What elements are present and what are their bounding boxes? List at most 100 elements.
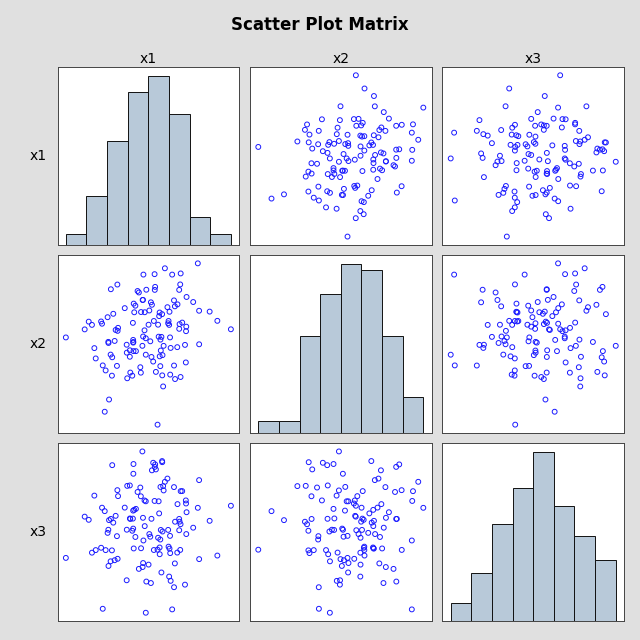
Point <box>474 115 484 125</box>
Point <box>378 148 388 159</box>
Point <box>127 371 138 381</box>
Point <box>324 137 335 147</box>
Point <box>511 307 522 317</box>
Point <box>314 604 324 614</box>
Point <box>97 319 107 329</box>
Point <box>312 483 322 493</box>
Point <box>342 531 353 541</box>
Point <box>343 138 353 148</box>
Point <box>575 172 586 182</box>
Point <box>180 340 190 350</box>
Bar <box>513 488 533 621</box>
Point <box>91 353 101 364</box>
Point <box>102 312 113 323</box>
Point <box>560 145 570 155</box>
Point <box>344 558 354 568</box>
Point <box>547 311 557 321</box>
Point <box>188 297 198 307</box>
Point <box>552 163 562 173</box>
Point <box>541 209 551 220</box>
Point <box>338 525 348 535</box>
Point <box>541 188 552 198</box>
Point <box>550 193 560 204</box>
Point <box>300 125 310 135</box>
Point <box>541 148 552 158</box>
Point <box>163 541 173 552</box>
Point <box>372 502 383 513</box>
Point <box>370 150 380 160</box>
Point <box>368 164 378 175</box>
Point <box>545 183 555 193</box>
Point <box>548 113 559 124</box>
Point <box>526 305 536 316</box>
Point <box>355 559 365 570</box>
Point <box>109 555 120 565</box>
Point <box>172 300 182 310</box>
Point <box>351 511 361 522</box>
Point <box>125 367 136 378</box>
Point <box>324 154 335 164</box>
Point <box>570 119 580 129</box>
Point <box>553 258 563 268</box>
Point <box>153 532 163 543</box>
Point <box>340 482 350 492</box>
Point <box>164 307 175 317</box>
Point <box>156 567 166 577</box>
Point <box>497 156 507 166</box>
Point <box>450 195 460 205</box>
Point <box>132 286 143 296</box>
Point <box>325 188 335 198</box>
Point <box>595 285 605 295</box>
Point <box>575 373 586 383</box>
Point <box>339 555 349 565</box>
Point <box>313 534 323 545</box>
Point <box>181 292 191 302</box>
Point <box>376 122 387 132</box>
Point <box>122 525 132 535</box>
Point <box>113 323 123 333</box>
Bar <box>128 92 148 244</box>
Point <box>611 340 621 351</box>
Point <box>308 545 319 556</box>
Point <box>478 343 488 353</box>
Point <box>388 564 399 574</box>
Point <box>177 317 188 328</box>
Point <box>555 70 565 81</box>
Point <box>493 190 504 200</box>
Point <box>561 357 571 367</box>
Point <box>379 107 389 117</box>
Point <box>565 180 575 191</box>
Point <box>181 507 191 517</box>
Point <box>301 481 311 491</box>
Point <box>158 481 168 492</box>
Point <box>169 295 179 305</box>
Point <box>599 356 609 367</box>
Point <box>305 548 315 558</box>
Point <box>340 166 350 176</box>
Point <box>180 357 191 367</box>
Point <box>337 561 347 571</box>
Point <box>351 525 362 535</box>
Point <box>332 547 342 557</box>
Point <box>406 536 417 546</box>
Point <box>506 351 516 362</box>
Y-axis label: x3: x3 <box>29 525 47 539</box>
Point <box>155 549 165 559</box>
Point <box>335 554 346 564</box>
Point <box>350 183 360 193</box>
Point <box>164 572 174 582</box>
Point <box>169 482 179 492</box>
Point <box>529 371 540 381</box>
Point <box>509 193 520 203</box>
Point <box>529 137 539 147</box>
Point <box>138 269 148 280</box>
Bar <box>189 218 211 244</box>
Point <box>305 129 315 140</box>
Point <box>143 319 154 330</box>
Point <box>509 353 520 364</box>
Point <box>152 420 163 430</box>
Point <box>338 190 348 200</box>
Point <box>368 154 378 164</box>
Point <box>551 164 561 175</box>
Point <box>360 83 370 93</box>
